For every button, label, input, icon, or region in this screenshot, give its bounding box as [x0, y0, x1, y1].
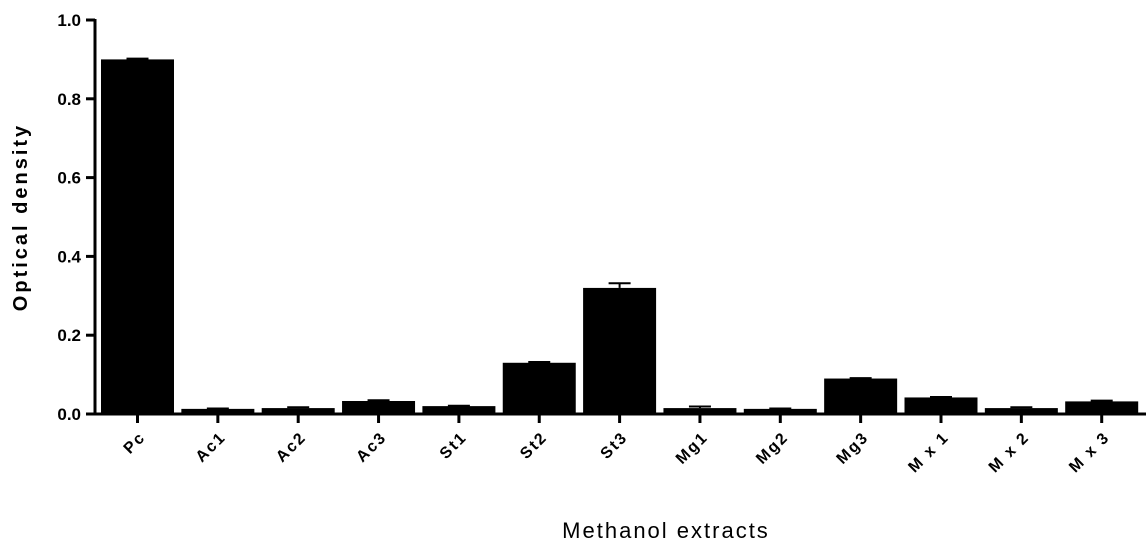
- y-axis: 0.0 0.2 0.4 0.6 0.8 1.0: [57, 11, 97, 424]
- bar-st1: [422, 406, 496, 414]
- bar-mx3: [1065, 401, 1139, 414]
- bar-ac2: [261, 408, 335, 414]
- bars: [101, 57, 1139, 415]
- y-tick-label: 0.4: [57, 247, 81, 266]
- x-tick-label: Ac1: [193, 429, 230, 466]
- x-tick-label: Mg2: [753, 429, 792, 468]
- x-axis: Pc Ac1 Ac2 Ac3 St1 St2 St3 Mg1 Mg2 Mg3 M x 1 M x 2 M…: [93, 412, 1146, 476]
- x-tick-label: St1: [437, 429, 471, 463]
- bar-st2: [502, 362, 576, 414]
- bar-ac3: [342, 400, 416, 414]
- x-tick-label: Pc: [121, 429, 150, 458]
- y-tick-label: 0.6: [57, 169, 81, 188]
- bar-ac1: [181, 408, 255, 414]
- bar-mx1: [904, 397, 978, 414]
- bar-mx2: [984, 408, 1058, 414]
- y-tick-label: 0.2: [57, 326, 81, 345]
- bar-pc: [101, 59, 174, 415]
- y-tick-label: 1.0: [57, 11, 81, 30]
- x-tick-label: Mg3: [834, 429, 873, 468]
- x-tick-label: Ac2: [273, 429, 310, 466]
- bar-mg2: [743, 408, 817, 414]
- x-tick-label: St2: [517, 429, 551, 463]
- y-axis-title: Optical density: [10, 123, 32, 311]
- x-tick-label: M x 2: [986, 429, 1033, 476]
- y-tick-label: 0.8: [57, 90, 81, 109]
- x-tick-label: M x 1: [905, 429, 952, 476]
- x-tick-label: Mg1: [673, 429, 712, 468]
- x-tick-label: Ac3: [353, 429, 390, 466]
- bar-mg3: [824, 378, 898, 414]
- y-tick-label: 0.0: [57, 405, 81, 424]
- x-tick-label: St3: [598, 429, 632, 463]
- bar-mg1: [663, 408, 737, 414]
- x-axis-title: Methanol extracts: [562, 518, 770, 543]
- bar-st3: [583, 287, 657, 414]
- x-tick-label: M x 3: [1066, 429, 1113, 476]
